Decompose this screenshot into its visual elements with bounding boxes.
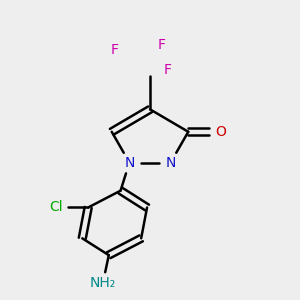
Text: N: N [124, 156, 135, 170]
Text: F: F [164, 63, 172, 77]
Text: F: F [111, 44, 119, 57]
Text: F: F [158, 38, 166, 52]
Text: O: O [215, 125, 226, 139]
Text: Cl: Cl [49, 200, 63, 214]
Text: N: N [165, 156, 176, 170]
Text: NH₂: NH₂ [90, 276, 116, 290]
